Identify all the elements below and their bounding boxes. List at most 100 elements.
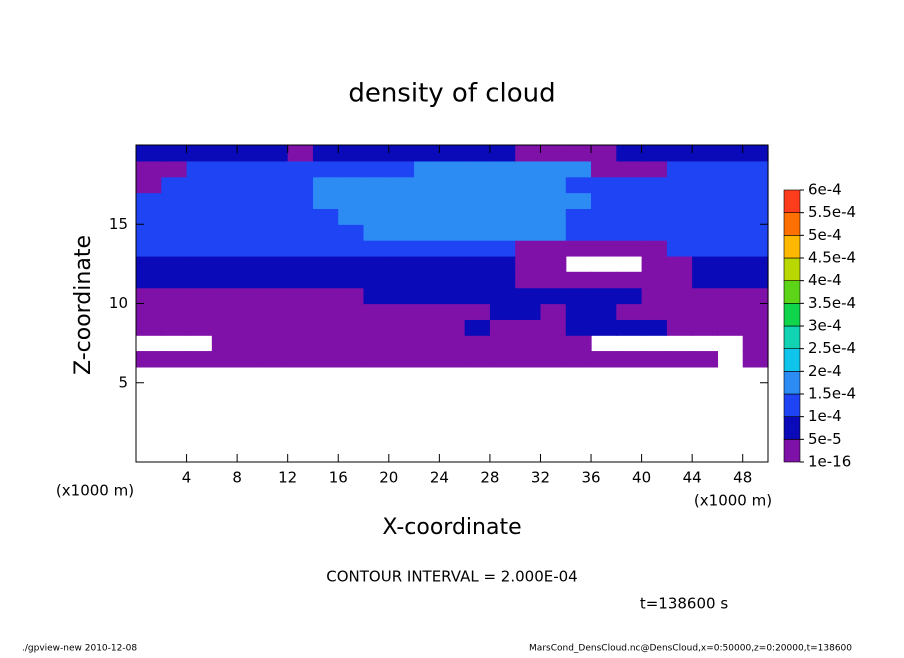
cell [616, 303, 643, 320]
cell [312, 271, 339, 289]
cell [237, 287, 263, 305]
x-tick-label: 4 [182, 469, 192, 487]
cell [515, 208, 542, 225]
cell [439, 287, 466, 305]
x-tick-label: 16 [329, 469, 348, 487]
cell [363, 208, 390, 225]
cell [540, 255, 567, 273]
cell [591, 192, 617, 209]
cell [186, 192, 213, 209]
cell [237, 224, 263, 241]
cell [692, 145, 719, 162]
cell [287, 176, 314, 194]
cell [186, 303, 213, 320]
cell [338, 303, 365, 320]
cell [464, 208, 491, 225]
cell [464, 335, 491, 352]
cell [515, 224, 542, 241]
cell [161, 240, 188, 257]
cell [666, 176, 693, 194]
cell [237, 351, 263, 368]
cell [338, 176, 365, 194]
x-axis-title: X-coordinate [382, 515, 521, 540]
cell [489, 208, 516, 225]
cell [363, 303, 390, 320]
cell [338, 319, 365, 336]
cell [237, 176, 263, 194]
cell [262, 303, 289, 320]
time-label: t=138600 s [640, 595, 728, 613]
cell [136, 287, 162, 305]
cell [515, 176, 542, 194]
cell [363, 145, 390, 162]
cell [717, 303, 744, 320]
cell [565, 192, 592, 209]
cell [565, 145, 592, 162]
cell [186, 255, 213, 273]
cell [565, 271, 592, 289]
cell [414, 287, 440, 305]
cell [565, 160, 592, 178]
cell [388, 208, 415, 225]
cell [464, 224, 491, 241]
cell [287, 240, 314, 257]
cell [312, 160, 339, 178]
cell [414, 224, 440, 241]
cell [565, 240, 592, 257]
cell [338, 224, 365, 241]
annotation: CONTOUR INTERVAL = 2.000E-04 [326, 568, 577, 586]
colorbar-box [783, 257, 801, 281]
cell [692, 319, 719, 336]
cell [186, 208, 213, 225]
cell [540, 335, 567, 352]
cell [338, 145, 365, 162]
cell [211, 224, 238, 241]
cell [641, 145, 668, 162]
cell [692, 271, 719, 289]
cell [237, 240, 263, 257]
cell [136, 351, 162, 368]
cell [666, 319, 693, 336]
cell [161, 319, 188, 336]
x-tick-label: 48 [733, 469, 752, 487]
colorbar-box [783, 235, 801, 259]
cell [287, 319, 314, 336]
cell [136, 319, 162, 336]
cell [489, 335, 516, 352]
cell [338, 271, 365, 289]
cell [515, 287, 542, 305]
cell [262, 208, 289, 225]
cell [464, 351, 491, 368]
cell [414, 192, 440, 209]
cell [742, 351, 769, 368]
colorbar-box [783, 416, 801, 440]
cell [742, 176, 769, 194]
cell [262, 176, 289, 194]
cell [237, 255, 263, 273]
cell [464, 240, 491, 257]
cell [338, 160, 365, 178]
cell [641, 303, 668, 320]
cell [312, 208, 339, 225]
cell [717, 240, 744, 257]
cell [641, 224, 668, 241]
cell [388, 319, 415, 336]
cell [312, 240, 339, 257]
cell [540, 240, 567, 257]
cell [136, 192, 162, 209]
cell [388, 224, 415, 241]
y-tick-label: 10 [109, 294, 128, 312]
cell [742, 208, 769, 225]
cell [565, 335, 592, 352]
footer-left: ./gpview-new 2010-12-08 [22, 644, 137, 654]
cell [414, 303, 440, 320]
cell [692, 208, 719, 225]
cell [641, 160, 668, 178]
cell [211, 145, 238, 162]
cell [666, 192, 693, 209]
cell [515, 145, 542, 162]
colorbar-box [783, 280, 801, 304]
cell [388, 160, 415, 178]
cell [237, 319, 263, 336]
cell [489, 255, 516, 273]
